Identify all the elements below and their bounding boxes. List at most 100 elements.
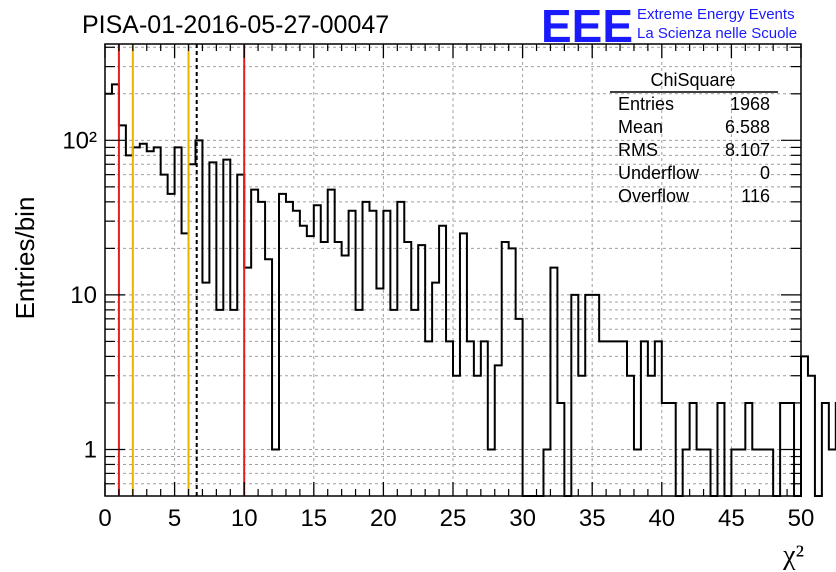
histogram-bin [620,341,627,496]
x-tick-label: 30 [509,505,536,532]
histogram-bin [738,449,745,496]
x-tick-label: 10 [231,505,258,532]
histogram-bin [356,310,363,496]
histogram-bin [467,341,474,496]
histogram-bin [307,236,314,496]
stats-value: 0 [760,163,770,183]
histogram-bin [161,175,168,496]
histogram-bin [300,226,307,496]
histogram-bin [251,190,258,496]
histogram-bin [112,84,119,496]
logo-line-2: La Scienza nelle Scuole [637,25,797,42]
logo-line-1: Extreme Energy Events [637,6,795,23]
x-tick-label: 45 [718,505,745,532]
histogram-bin [335,242,342,496]
stats-label: RMS [618,140,658,160]
y-axis-label: Entries/bin [10,197,40,320]
histogram-bin [745,403,752,496]
histogram-bin [801,356,808,496]
histogram-bin [390,310,397,496]
y-tick-label: 10² [62,127,97,154]
y-tick-label: 1 [84,436,97,463]
histogram-bin [418,245,425,496]
x-tick-label: 0 [98,505,111,532]
histogram-bin [293,211,300,496]
histogram-bin [182,233,189,496]
histogram-bin [662,403,669,496]
histogram-bin [439,226,446,496]
x-tick-label: 35 [579,505,606,532]
stats-label: Underflow [618,163,700,183]
histogram-bin [641,341,648,496]
histogram-bin [230,310,237,496]
histogram-bin [599,341,606,496]
histogram-bin [460,233,467,496]
histogram-bin [314,205,321,496]
x-tick-label: 20 [370,505,397,532]
histogram-bin [690,403,697,496]
histogram-bin [147,151,154,496]
histogram-bin [328,190,335,496]
x-tick-label: 15 [300,505,327,532]
histogram-bin [766,449,773,496]
histogram-bin [502,242,509,496]
histogram-bin [369,211,376,496]
histogram-bin [175,147,182,496]
histogram-bin [585,295,592,496]
histogram-bin [140,144,147,496]
histogram-bin [272,449,279,496]
histogram-bin [237,175,244,496]
histogram-bin [669,403,676,496]
chart-title: PISA-01-2016-05-27-00047 [82,11,389,39]
histogram-bin [648,376,655,496]
stats-label: Overflow [618,186,690,206]
histogram-bin [655,341,662,496]
histogram-bin [376,289,383,496]
histogram-bin [133,147,140,496]
histogram-bin [453,376,460,496]
histogram-bin [509,248,516,496]
stats-value: 1968 [730,94,770,114]
histogram-bin [634,449,641,496]
x-tick-label: 40 [648,505,675,532]
histogram-bin [202,283,209,496]
stats-title: ChiSquare [650,70,735,90]
histogram-bin [543,449,550,496]
histogram-bin [411,310,418,496]
histogram-bin [717,403,724,496]
axis-ticks: 0 5 10 15 20 25 30 35 40 45 50 1 10 10² [62,44,814,532]
histogram-bin [488,449,495,496]
stats-value: 6.588 [725,117,770,137]
x-tick-label: 5 [168,505,181,532]
x-tick-label: 25 [440,505,467,532]
histogram-bin [216,310,223,496]
histogram-bin [613,341,620,496]
histogram-bin [446,341,453,496]
histogram-bin [578,376,585,496]
histogram-bin [592,295,599,496]
histogram-bin [704,449,711,496]
histogram-bin [265,259,272,496]
histogram-bin [425,341,432,496]
histogram-bin [606,341,613,496]
stats-box: ChiSquare Entries 1968 Mean 6.588 RMS 8.107 Un… [610,70,778,206]
histogram-bin [752,449,759,496]
histogram-bin [279,194,286,496]
histogram-bin [244,268,251,496]
histogram-bin [571,295,578,496]
histogram-bin [808,376,815,496]
histogram-bin [550,268,557,496]
histogram-bin [829,449,836,496]
histogram-bin [119,125,126,496]
histogram-bin [286,202,293,496]
eee-logo: EEE Extreme Energy Events La Scienza nel… [541,0,797,52]
histogram-bin [516,319,523,496]
histogram-bin [822,403,829,496]
histogram-bin [397,202,404,496]
histogram-bin [189,164,196,496]
histogram-bin [627,376,634,496]
histogram-bin [209,162,216,496]
histogram-bin [223,160,230,496]
histogram-bin [321,242,328,496]
